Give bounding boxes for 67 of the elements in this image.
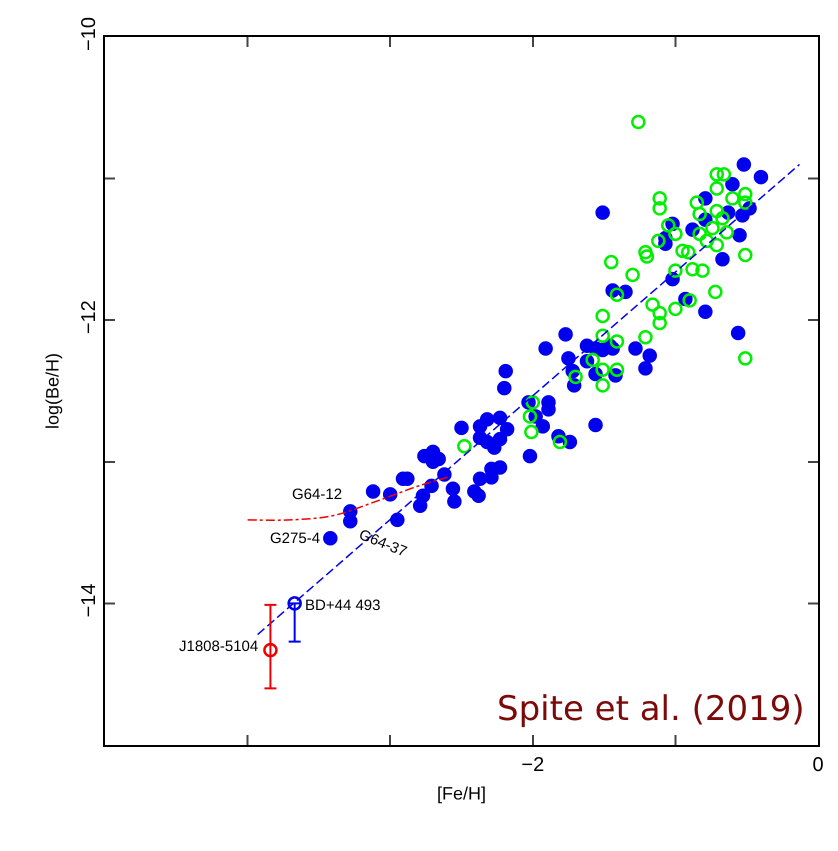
point [675,244,690,258]
annotation: Spite et al. (2019) [497,689,805,729]
point [710,204,724,218]
y-axis-title: log(Be/H) [42,352,63,430]
point [652,316,667,330]
point [652,201,667,216]
point [568,370,583,384]
point [651,234,666,248]
point [585,352,600,368]
point [719,225,734,240]
point [610,362,624,378]
point [738,186,753,202]
point [715,211,730,226]
annotation: G64-12 [292,486,342,503]
point [595,308,610,324]
point [610,287,624,302]
point [708,284,723,300]
point [682,293,697,308]
point [595,362,610,378]
point [716,167,732,182]
point [700,234,714,248]
y-tick-label: −14 [78,583,100,618]
point [661,218,676,233]
point [631,114,646,130]
annotation: BD+44 493 [305,597,380,614]
x-tick-label: 0 [812,754,824,776]
x-axis-title: [Fe/H] [436,784,486,804]
point [705,220,720,236]
point [263,642,278,658]
annotation: G275-4 [270,530,320,547]
point [457,438,472,454]
point [640,249,654,264]
y-tick-label: −12 [78,300,100,334]
point [645,297,660,312]
x-tick-label: −2 [521,754,544,776]
point [287,596,302,611]
point [690,195,704,210]
point [692,226,707,242]
point [668,226,683,242]
point [725,191,740,206]
point [710,167,724,182]
point [710,238,724,252]
point [685,262,700,276]
point [738,195,753,210]
point [668,263,683,278]
point [610,334,624,349]
point [738,351,753,366]
point [692,206,707,222]
point [638,244,653,260]
point [738,248,753,262]
point [710,181,724,196]
point [595,378,610,393]
y-tick-label: −10 [78,17,100,51]
point [652,191,667,206]
annotation: G64-37 [356,526,410,561]
point [625,268,640,282]
point [604,254,618,270]
point [668,302,683,316]
point [680,244,696,260]
point [522,409,538,424]
point [695,263,710,278]
point [595,328,610,344]
point [552,434,568,450]
annotation: J1808-5104 [179,638,258,655]
point [652,306,667,320]
point [524,424,539,440]
point [638,330,653,344]
